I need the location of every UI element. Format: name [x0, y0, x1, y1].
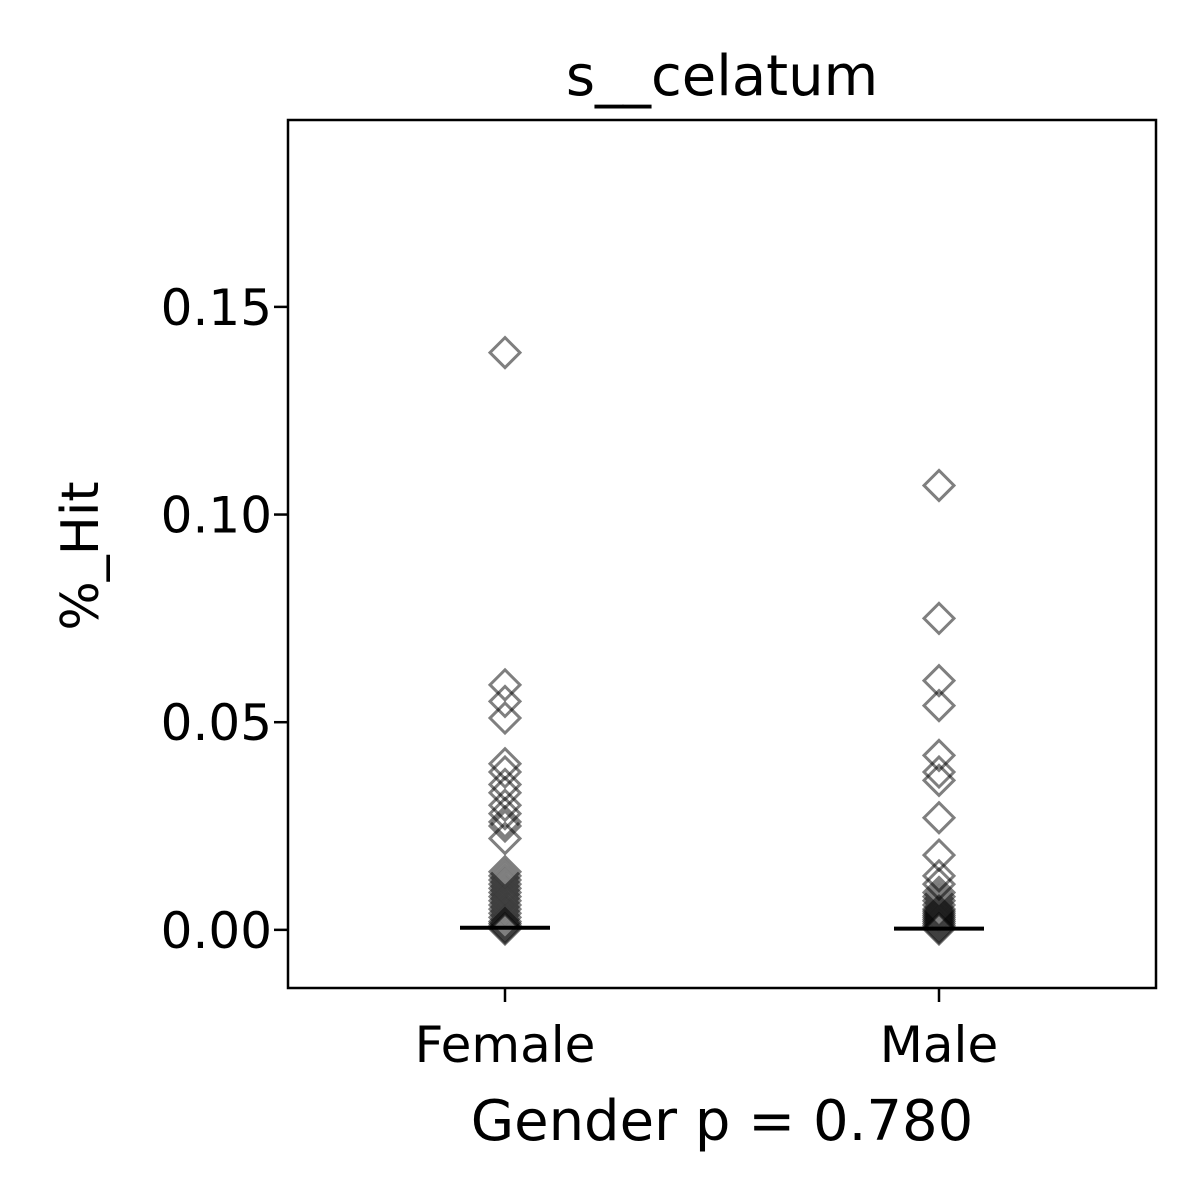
data-point — [921, 911, 957, 947]
data-point — [487, 700, 523, 736]
data-point — [487, 788, 523, 823]
data-point — [487, 335, 523, 370]
y-axis-label: %_Hit — [51, 481, 111, 630]
data-point — [921, 601, 957, 636]
data-point — [921, 663, 957, 698]
y-tick-label: 0.15 — [161, 279, 272, 337]
data-point — [487, 754, 523, 790]
data-point — [487, 767, 523, 802]
x-axis-label: Gender p = 0.780 — [471, 1089, 974, 1154]
x-axis: Female Male — [415, 988, 998, 1074]
data-point — [487, 684, 523, 719]
y-tick-label: 0.05 — [161, 694, 272, 752]
data-point — [487, 746, 523, 781]
data-point — [921, 837, 957, 873]
x-tick-label-female: Female — [415, 1016, 596, 1074]
y-axis: 0.00 0.05 0.10 0.15 — [161, 279, 288, 960]
data-point — [487, 891, 523, 927]
data-point — [487, 887, 523, 923]
data-point — [487, 808, 523, 844]
data-point — [487, 667, 523, 702]
data-point — [921, 738, 957, 773]
y-tick-label: 0.00 — [161, 902, 272, 960]
data-point — [921, 688, 957, 723]
data-point — [487, 804, 523, 839]
plot-marks — [460, 335, 984, 947]
plot-frame — [286, 118, 1158, 990]
data-point — [921, 887, 957, 923]
data-point — [921, 763, 957, 798]
data-point — [487, 911, 523, 947]
data-point — [487, 900, 523, 935]
data-point — [921, 754, 957, 790]
x-tick-label-male: Male — [880, 1016, 998, 1074]
chart-title: s__celatum — [566, 44, 878, 109]
data-point — [487, 775, 523, 810]
data-point — [921, 468, 957, 503]
data-point — [921, 800, 957, 835]
data-point — [487, 796, 523, 831]
data-point — [487, 821, 523, 856]
y-tick-label: 0.10 — [161, 487, 272, 545]
